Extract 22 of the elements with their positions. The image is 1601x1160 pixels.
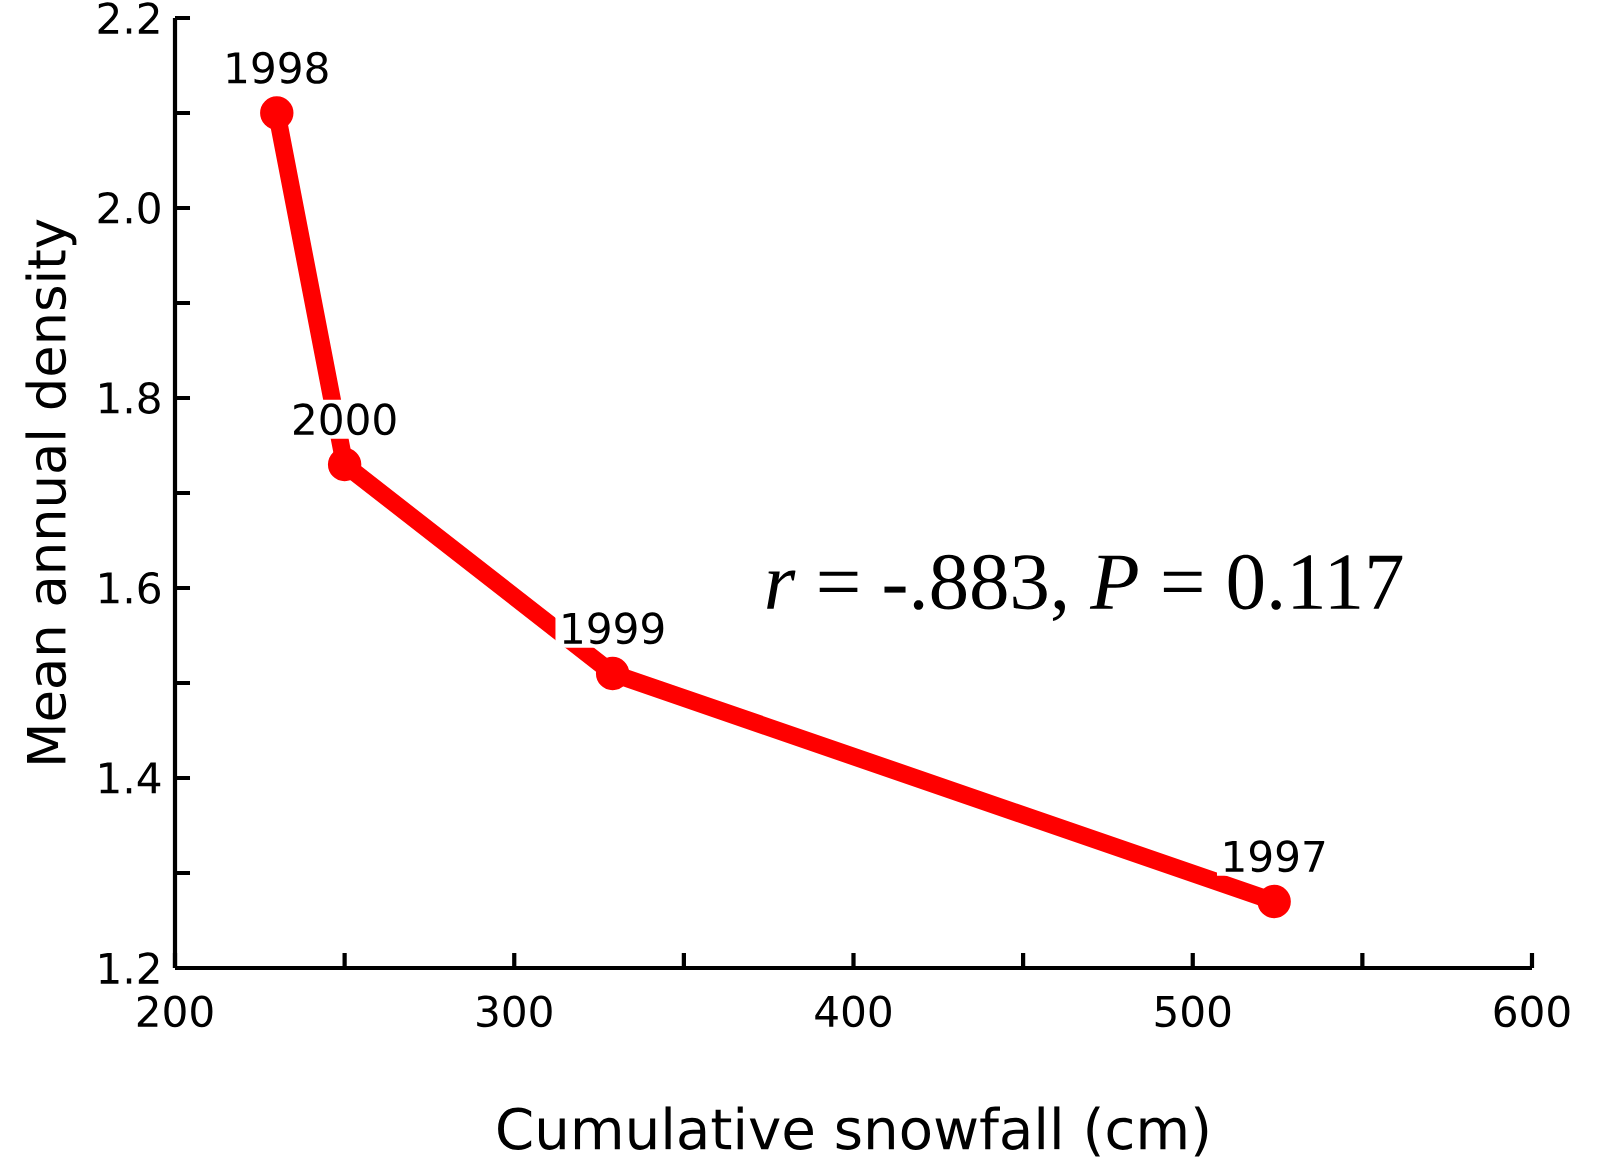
point xyxy=(260,96,294,130)
y-tick-label: 1.6 xyxy=(100,572,160,604)
annotation: 2000 xyxy=(294,403,396,436)
x-tick-label: 400 xyxy=(815,995,891,1028)
y-tick-label: 2.2 xyxy=(98,2,159,34)
y-tick-label: 2.0 xyxy=(98,192,160,224)
annotation: 1997 xyxy=(1225,840,1325,873)
annotation: 1998 xyxy=(227,51,328,84)
y-tick-label: 1.4 xyxy=(100,762,161,794)
x-tick-label: 600 xyxy=(1494,995,1570,1028)
y-axis-title: Mean annual density xyxy=(25,219,77,763)
x-axis-title: Cumulative snowfall (cm) xyxy=(498,1106,1208,1157)
annotation: r = -.883, P = 0.117 xyxy=(767,554,1403,622)
x-tick-label: 300 xyxy=(477,995,552,1028)
y-tick-label: 1.8 xyxy=(100,382,160,414)
y-tick-label: 1.2 xyxy=(100,952,159,984)
x-tick-label: 500 xyxy=(1155,995,1231,1028)
point xyxy=(595,656,630,691)
x-tick-label: 200 xyxy=(137,995,213,1028)
point xyxy=(1257,884,1291,919)
point xyxy=(327,447,362,482)
annotation: 1999 xyxy=(563,612,664,645)
